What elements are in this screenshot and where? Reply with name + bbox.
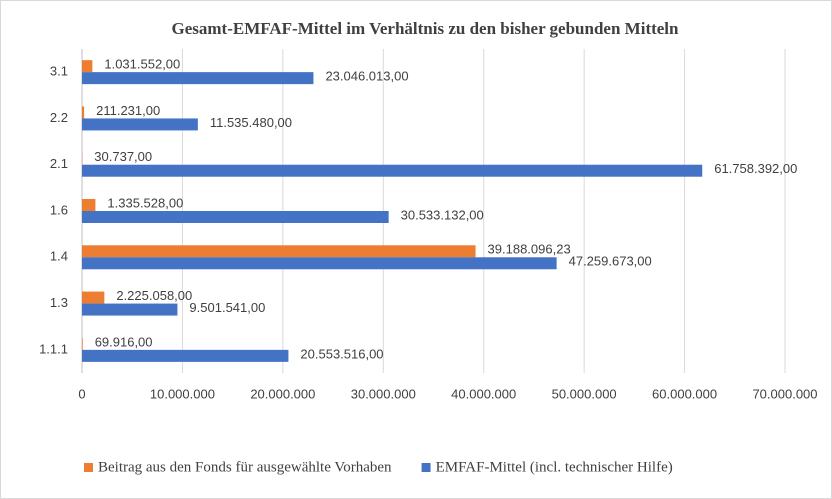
legend-swatch	[421, 463, 431, 472]
y-tick-label: 1.3	[50, 295, 68, 310]
data-label: 23.046.013,00	[325, 69, 408, 84]
bar	[82, 257, 557, 270]
chart-title: Gesamt-EMFAF-Mittel im Verhältnis zu den…	[172, 19, 680, 38]
x-tick-label: 20.000.000	[250, 386, 315, 401]
data-label: 47.259.673,00	[569, 254, 652, 269]
data-label: 20.553.516,00	[300, 346, 383, 361]
x-tick-label: 10.000.000	[150, 386, 215, 401]
data-label: 61.758.392,00	[714, 161, 797, 176]
x-tick-label: 70.000.000	[752, 386, 817, 401]
bar	[82, 164, 703, 177]
data-label: 211.231,00	[96, 103, 160, 118]
bar	[82, 72, 314, 85]
bar	[82, 118, 198, 131]
legend-swatch	[84, 463, 93, 472]
data-label: 1.335.528,00	[107, 195, 183, 210]
legend-label: EMFAF-Mittel (incl. technischer Hilfe)	[436, 459, 673, 475]
y-tick-label: 2.2	[50, 110, 68, 125]
bar	[82, 291, 105, 304]
data-label: 39.188.096,23	[488, 242, 571, 257]
y-tick-label: 1.1.1	[39, 341, 68, 356]
data-label: 30.533.132,00	[401, 207, 484, 222]
x-tick-label: 40.000.000	[451, 386, 516, 401]
x-tick-label: 0	[78, 386, 85, 401]
data-label: 69.916,00	[95, 334, 153, 349]
x-tick-label: 50.000.000	[552, 386, 617, 401]
bar	[82, 337, 83, 350]
bar	[82, 211, 389, 223]
y-tick-label: 1.6	[50, 202, 68, 217]
bar	[82, 199, 96, 211]
x-tick-label: 60.000.000	[652, 386, 717, 401]
x-tick-label: 30.000.000	[351, 386, 416, 401]
y-tick-label: 3.1	[50, 64, 68, 79]
bar	[82, 303, 178, 316]
bar	[82, 245, 476, 258]
legend-label: Beitrag aus den Fonds für ausgewählte Vo…	[98, 459, 392, 475]
data-label: 1.031.552,00	[104, 57, 180, 72]
data-label: 30.737,00	[94, 149, 152, 164]
y-tick-label: 1.4	[50, 249, 68, 264]
data-label: 2.225.058,00	[116, 288, 192, 303]
bar	[82, 60, 93, 73]
data-label: 11.535.480,00	[210, 115, 292, 130]
data-label: 9.501.541,00	[189, 300, 265, 315]
bar	[82, 349, 289, 362]
bar	[82, 106, 85, 119]
y-tick-label: 2.1	[50, 156, 68, 171]
